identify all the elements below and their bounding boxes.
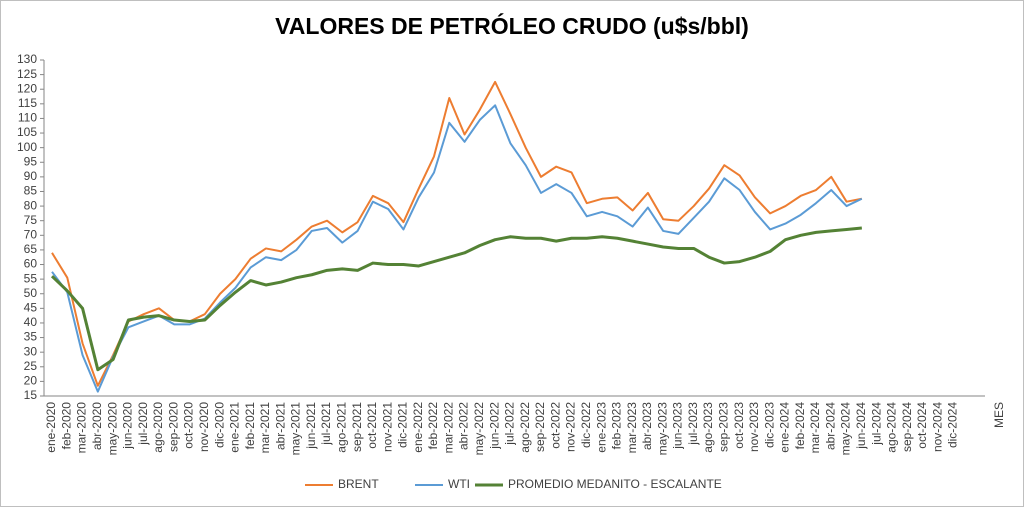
y-tick-label: 20 <box>24 374 38 388</box>
x-tick-label: feb-2021 <box>243 402 257 450</box>
x-tick-label: dic-2022 <box>579 402 593 448</box>
y-tick-label: 65 <box>24 242 38 256</box>
x-tick-label: feb-2023 <box>610 402 624 450</box>
x-tick-label: may-2021 <box>289 402 303 456</box>
x-tick-label: nov-2021 <box>380 402 394 452</box>
x-tick-label: feb-2024 <box>793 402 807 450</box>
x-tick-label: sep-2022 <box>533 402 547 452</box>
x-tick-label: jun-2023 <box>671 402 685 450</box>
x-tick-label: abr-2021 <box>273 402 287 450</box>
legend-label: BRENT <box>338 477 379 491</box>
x-tick-label: sep-2021 <box>350 402 364 452</box>
x-tick-label: ago-2023 <box>701 402 715 453</box>
x-tick-label: sep-2024 <box>900 402 914 452</box>
x-tick-label: ago-2020 <box>151 402 165 453</box>
x-tick-label: jun-2021 <box>304 402 318 450</box>
x-tick-label: oct-2021 <box>365 402 379 449</box>
y-tick-label: 115 <box>18 96 37 110</box>
y-tick-label: 85 <box>24 184 38 198</box>
x-tick-label: feb-2020 <box>59 402 73 450</box>
y-tick-label: 110 <box>18 111 37 125</box>
x-tick-label: jun-2022 <box>487 402 501 450</box>
y-tick-label: 45 <box>24 301 38 315</box>
x-tick-label: dic-2023 <box>762 402 776 448</box>
line-series <box>50 226 862 372</box>
y-tick-label: 80 <box>24 198 38 212</box>
y-tick-label: 70 <box>24 227 38 241</box>
x-tick-label: mar-2022 <box>441 402 455 454</box>
x-tick-label: ene-2024 <box>778 402 792 453</box>
legend-label: WTI <box>448 477 470 491</box>
x-tick-label: mar-2023 <box>625 402 639 454</box>
legend-label: PROMEDIO MEDANITO - ESCALANTE <box>508 477 722 491</box>
x-tick-label: feb-2022 <box>426 402 440 450</box>
x-tick-label: jul-2024 <box>869 402 883 446</box>
x-tick-label: mar-2024 <box>808 402 822 454</box>
x-tick-label: mar-2021 <box>258 402 272 454</box>
y-tick-label: 130 <box>17 52 37 66</box>
x-tick-label: jun-2020 <box>121 402 135 450</box>
y-tick-label: 100 <box>17 140 37 154</box>
x-tick-label: oct-2024 <box>915 402 929 449</box>
x-tick-label: ago-2021 <box>334 402 348 453</box>
x-axis-label: MES <box>992 402 1006 428</box>
x-tick-label: abr-2020 <box>90 402 104 450</box>
x-tick-label: ago-2022 <box>518 402 532 453</box>
x-tick-label: abr-2022 <box>457 402 471 450</box>
y-tick-label: 60 <box>24 257 38 271</box>
x-tick-label: oct-2023 <box>732 402 746 449</box>
y-tick-label: 50 <box>24 286 38 300</box>
y-tick-label: 15 <box>24 388 38 402</box>
x-tick-label: ene-2021 <box>228 402 242 453</box>
x-tick-label: mar-2020 <box>75 402 89 454</box>
x-tick-label: jun-2024 <box>854 402 868 450</box>
y-tick-label: 75 <box>24 213 38 227</box>
x-tick-label: may-2024 <box>839 402 853 456</box>
y-tick-label: 55 <box>24 271 38 285</box>
x-tick-label: jul-2022 <box>503 402 517 446</box>
x-tick-label: ago-2024 <box>885 402 899 453</box>
y-tick-label: 105 <box>17 125 37 139</box>
x-tick-label: jul-2023 <box>686 402 700 446</box>
x-tick-label: abr-2024 <box>823 402 837 450</box>
y-tick-label: 125 <box>17 67 37 81</box>
y-tick-label: 35 <box>24 330 38 344</box>
x-tick-label: nov-2022 <box>564 402 578 452</box>
x-tick-label: abr-2023 <box>640 402 654 450</box>
x-tick-label: ene-2022 <box>411 402 425 453</box>
x-tick-label: may-2023 <box>655 402 669 456</box>
y-tick-label: 95 <box>24 154 38 168</box>
x-tick-label: may-2022 <box>472 402 486 456</box>
x-tick-label: dic-2021 <box>396 402 410 448</box>
x-tick-label: ene-2020 <box>44 402 58 453</box>
x-tick-label: nov-2023 <box>747 402 761 452</box>
x-tick-label: sep-2023 <box>716 402 730 452</box>
y-tick-label: 25 <box>24 359 38 373</box>
x-tick-label: may-2020 <box>105 402 119 456</box>
x-tick-label: dic-2020 <box>212 402 226 448</box>
line-series <box>51 104 863 393</box>
x-tick-label: jul-2020 <box>136 402 150 446</box>
x-tick-label: oct-2020 <box>182 402 196 449</box>
x-tick-label: sep-2020 <box>166 402 180 452</box>
y-tick-label: 90 <box>24 169 38 183</box>
x-tick-label: oct-2022 <box>548 402 562 449</box>
y-tick-label: 120 <box>17 81 37 95</box>
x-tick-label: jul-2021 <box>319 402 333 446</box>
x-tick-label: nov-2024 <box>930 402 944 452</box>
y-tick-label: 30 <box>24 344 38 358</box>
x-tick-label: ene-2023 <box>594 402 608 453</box>
chart-title: VALORES DE PETRÓLEO CRUDO (u$s/bbl) <box>275 12 749 39</box>
x-tick-label: dic-2024 <box>946 402 960 448</box>
y-tick-label: 40 <box>24 315 38 329</box>
x-tick-label: nov-2020 <box>197 402 211 452</box>
